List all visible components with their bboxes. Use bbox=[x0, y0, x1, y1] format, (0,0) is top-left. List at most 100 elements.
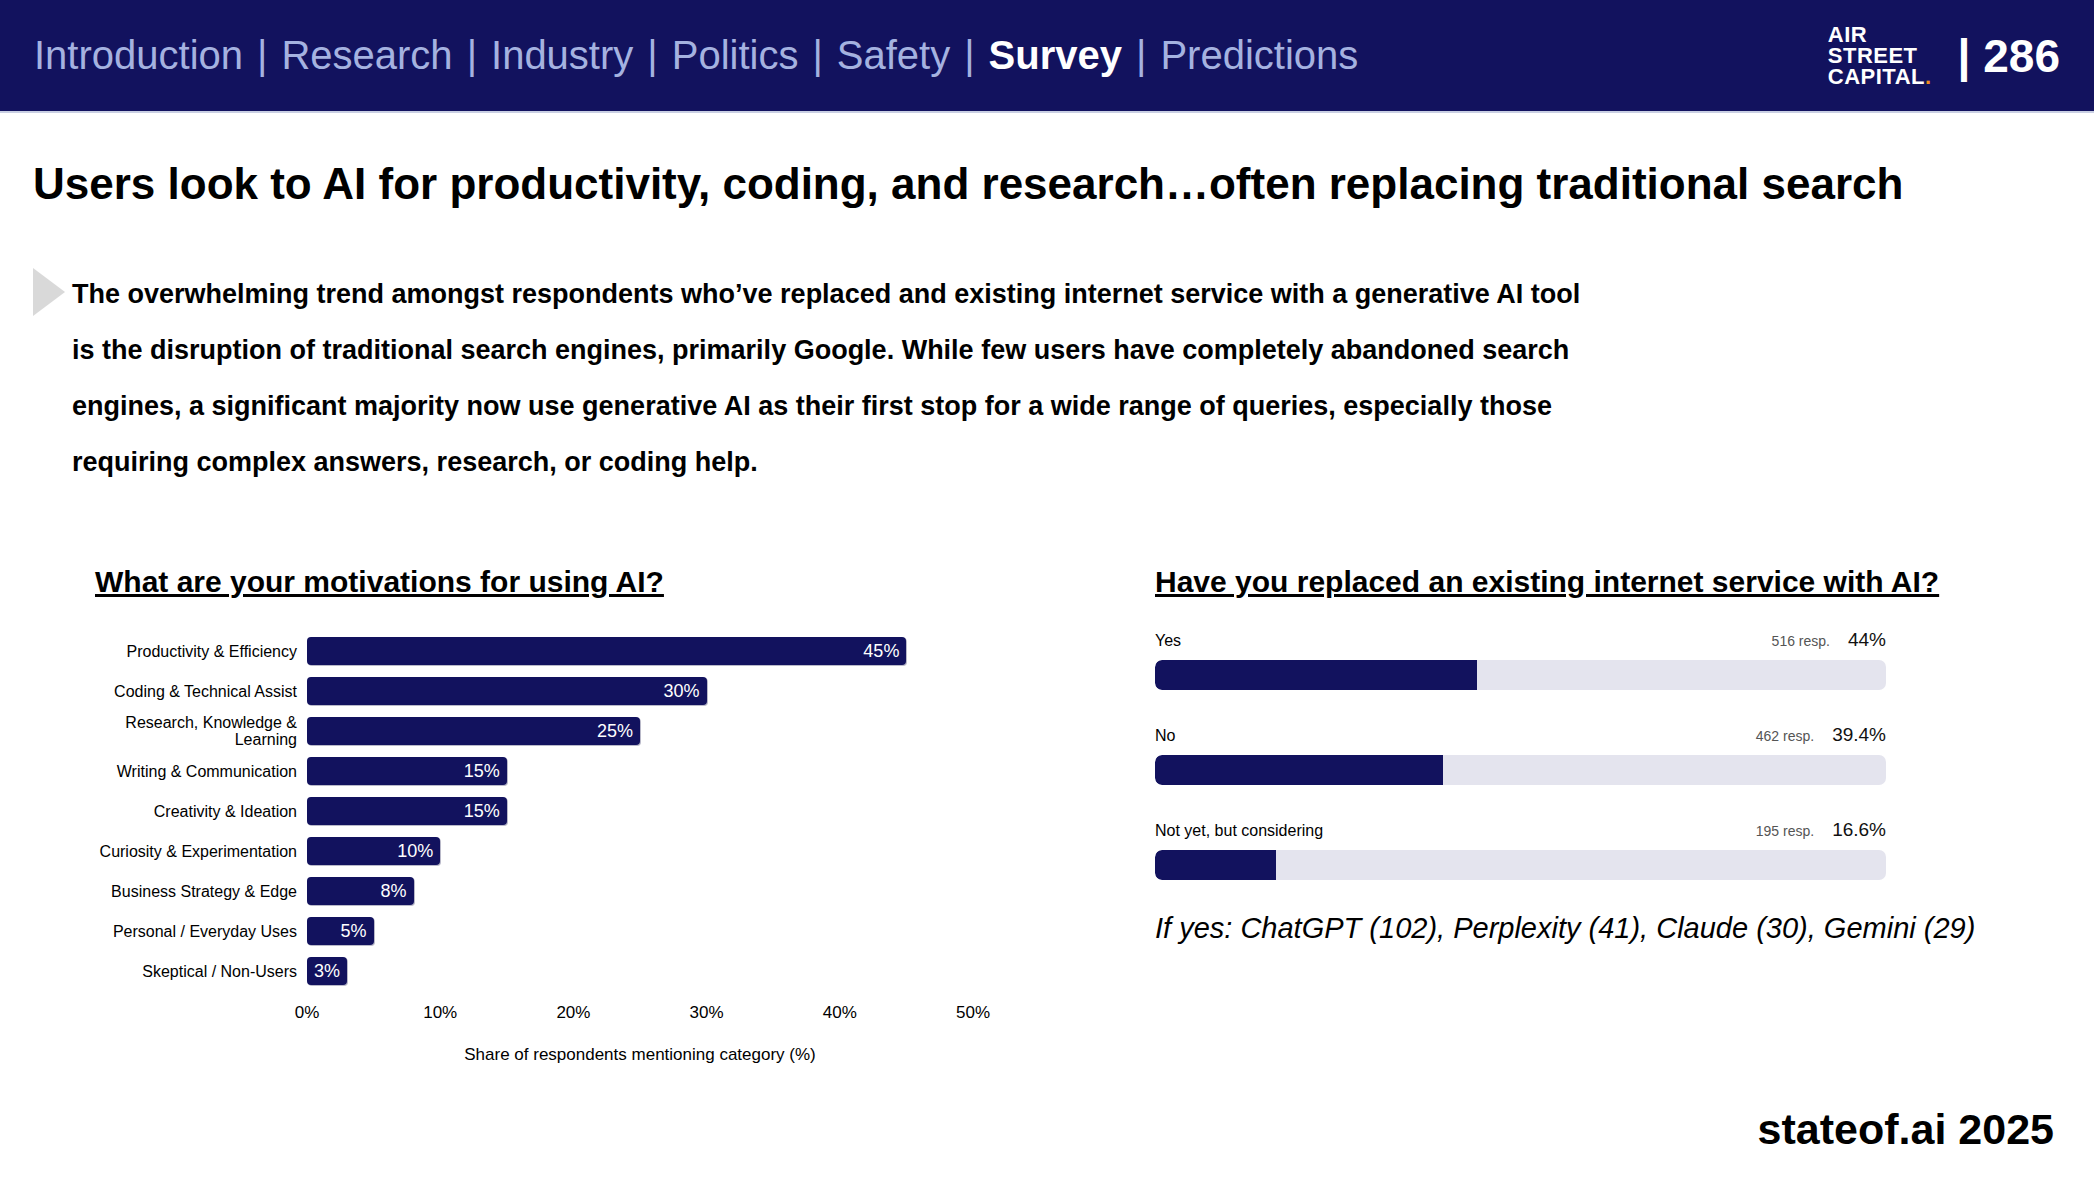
bar: 8% bbox=[307, 877, 414, 905]
x-tick: 30% bbox=[690, 1003, 724, 1023]
motivations-chart: What are your motivations for using AI? … bbox=[75, 565, 1015, 1065]
respondent-count: 462 resp. bbox=[1756, 728, 1814, 744]
stateofai-footer: stateof.ai 2025 bbox=[1758, 1105, 2054, 1154]
replaced-service-chart: Have you replaced an existing internet s… bbox=[1155, 565, 2055, 914]
bar: 5% bbox=[307, 917, 374, 945]
category-label: Skeptical / Non-Users bbox=[75, 963, 307, 980]
nav-item-research[interactable]: Research bbox=[281, 33, 452, 78]
respondent-count: 516 resp. bbox=[1772, 633, 1830, 649]
logo-line-1: AIR bbox=[1828, 24, 1932, 45]
chart-row: Research, Knowledge & Learning 25% bbox=[75, 711, 1015, 751]
answer-row-header: Yes 516 resp. 44% bbox=[1155, 629, 1886, 651]
bar-area: 10% bbox=[307, 837, 973, 865]
nav-separator: | bbox=[467, 33, 477, 78]
nav-item-politics[interactable]: Politics bbox=[672, 33, 799, 78]
x-tick: 0% bbox=[295, 1003, 320, 1023]
bar-value-label: 8% bbox=[381, 881, 407, 902]
chart-row: Creativity & Ideation 15% bbox=[75, 791, 1015, 831]
category-label: Writing & Communication bbox=[75, 763, 307, 780]
category-label: Productivity & Efficiency bbox=[75, 643, 307, 660]
bar-area: 15% bbox=[307, 797, 973, 825]
air-street-capital-logo: AIR STREET CAPITAL. bbox=[1828, 24, 1932, 87]
x-axis-label: Share of respondents mentioning category… bbox=[307, 1045, 973, 1065]
answer-row-header: No 462 resp.39.4% bbox=[1155, 724, 1886, 746]
x-tick: 40% bbox=[823, 1003, 857, 1023]
nav-item-survey[interactable]: Survey bbox=[989, 33, 1122, 78]
answer-label: Not yet, but considering bbox=[1155, 822, 1323, 840]
bar: 3% bbox=[307, 957, 347, 985]
page-number: | 286 bbox=[1958, 29, 2060, 83]
nav-separator: | bbox=[1136, 33, 1146, 78]
logo-line-3: CAPITAL. bbox=[1828, 66, 1932, 87]
category-label: Business Strategy & Edge bbox=[75, 883, 307, 900]
nav-right-group: AIR STREET CAPITAL. | 286 bbox=[1828, 24, 2060, 87]
chart-row: Personal / Everyday Uses5% bbox=[75, 911, 1015, 951]
top-nav-bar: Introduction | Research | Industry | Politics |… bbox=[0, 0, 2094, 113]
answer-percent: 44% bbox=[1848, 629, 1886, 651]
progress-track bbox=[1155, 755, 1886, 785]
if-yes-footnote: If yes: ChatGPT (102), Perplexity (41), … bbox=[1155, 912, 2075, 945]
slide: Introduction | Research | Industry | Politics |… bbox=[0, 0, 2094, 1178]
bar-area: 30% bbox=[307, 677, 973, 705]
motivations-chart-title: What are your motivations for using AI? bbox=[95, 565, 1015, 599]
answer-stats: 462 resp.39.4% bbox=[1756, 724, 1886, 746]
progress-fill bbox=[1155, 755, 1443, 785]
chart-row: Skeptical / Non-Users 3% bbox=[75, 951, 1015, 991]
bullet-arrow-icon bbox=[33, 268, 65, 316]
category-label: Research, Knowledge & Learning bbox=[75, 714, 307, 748]
bar: 10% bbox=[307, 837, 440, 865]
x-axis-ticks: 0%10%20%30%40%50% bbox=[307, 1003, 973, 1029]
progress-fill bbox=[1155, 850, 1276, 880]
bar: 15% bbox=[307, 797, 507, 825]
replaced-rows: Yes 516 resp. 44% No 462 resp.39.4% Not yet, … bbox=[1155, 629, 1886, 880]
category-label: Creativity & Ideation bbox=[75, 803, 307, 820]
bar: 30% bbox=[307, 677, 707, 705]
page-title: Users look to AI for productivity, codin… bbox=[33, 160, 2073, 208]
answer-percent: 16.6% bbox=[1832, 819, 1886, 841]
answer-row: No 462 resp.39.4% bbox=[1155, 724, 1886, 785]
chart-row: Curiosity & Experimentation10% bbox=[75, 831, 1015, 871]
bar: 15% bbox=[307, 757, 507, 785]
respondent-count: 195 resp. bbox=[1756, 823, 1814, 839]
nav-item-safety[interactable]: Safety bbox=[837, 33, 950, 78]
answer-row-header: Not yet, but considering 195 resp. 16.6% bbox=[1155, 819, 1886, 841]
chart-row: Writing & Communication 15% bbox=[75, 751, 1015, 791]
bar-area: 8% bbox=[307, 877, 973, 905]
motivations-rows: Productivity & Efficiency 45% Coding & Tec… bbox=[75, 631, 1015, 991]
progress-track bbox=[1155, 850, 1886, 880]
nav-separator: | bbox=[964, 33, 974, 78]
bar-value-label: 30% bbox=[664, 681, 700, 702]
nav-item-predictions[interactable]: Predictions bbox=[1160, 33, 1358, 78]
bar-value-label: 25% bbox=[597, 721, 633, 742]
answer-stats: 516 resp. 44% bbox=[1772, 629, 1886, 651]
progress-track bbox=[1155, 660, 1886, 690]
nav-item-industry[interactable]: Industry bbox=[491, 33, 633, 78]
summary-paragraph: The overwhelming trend amongst responden… bbox=[72, 266, 1582, 490]
answer-row: Not yet, but considering 195 resp. 16.6% bbox=[1155, 819, 1886, 880]
bar-area: 45% bbox=[307, 637, 973, 665]
nav-separator: | bbox=[257, 33, 267, 78]
answer-stats: 195 resp. 16.6% bbox=[1756, 819, 1886, 841]
chart-row: Productivity & Efficiency 45% bbox=[75, 631, 1015, 671]
progress-fill bbox=[1155, 660, 1477, 690]
bar-area: 15% bbox=[307, 757, 973, 785]
bar: 45% bbox=[307, 637, 906, 665]
bar-value-label: 15% bbox=[464, 761, 500, 782]
chart-row: Coding & Technical Assist30% bbox=[75, 671, 1015, 711]
bar-value-label: 15% bbox=[464, 801, 500, 822]
answer-label: Yes bbox=[1155, 632, 1181, 650]
x-tick: 50% bbox=[956, 1003, 990, 1023]
x-tick: 10% bbox=[423, 1003, 457, 1023]
answer-row: Yes 516 resp. 44% bbox=[1155, 629, 1886, 690]
bar-value-label: 3% bbox=[314, 961, 340, 982]
bar: 25% bbox=[307, 717, 640, 745]
bar-area: 5% bbox=[307, 917, 973, 945]
category-label: Curiosity & Experimentation bbox=[75, 843, 307, 860]
bar-value-label: 45% bbox=[863, 641, 899, 662]
nav-item-introduction[interactable]: Introduction bbox=[34, 33, 243, 78]
nav-separator: | bbox=[647, 33, 657, 78]
answer-label: No bbox=[1155, 727, 1175, 745]
chart-row: Business Strategy & Edge 8% bbox=[75, 871, 1015, 911]
logo-orange-dot: . bbox=[1925, 64, 1932, 89]
nav-separator: | bbox=[812, 33, 822, 78]
